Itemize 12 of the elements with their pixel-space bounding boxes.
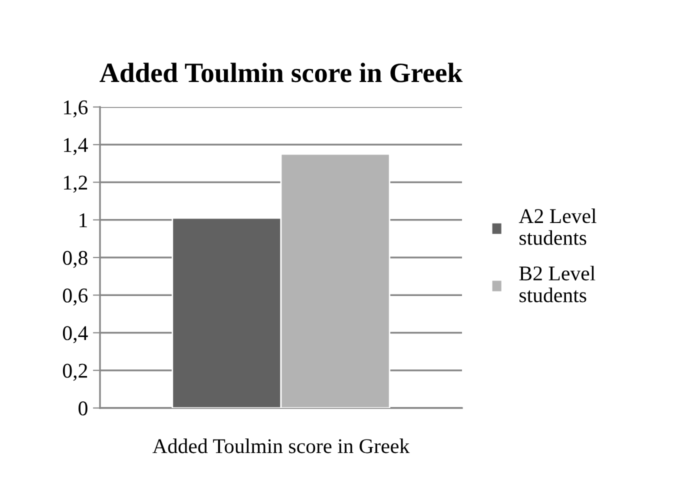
y-tick-label: 1,2 [64,176,88,193]
y-tick-label: 1,4 [64,138,88,156]
legend-label: B2 Level students [519,266,596,302]
y-tick-label: 0,4 [62,326,88,344]
text: Added Toulmin score in Greek [152,438,410,454]
legend-label: A2 Level students [518,208,596,245]
y-tick-label: 0,2 [62,364,88,381]
y-tick-label: 0,8 [62,250,88,268]
y-tick-label: 0 [78,401,88,416]
y-tick-label: 1 [80,213,87,228]
y-tick-label: 1,6 [64,100,88,118]
y-tick-label: 0,6 [62,288,88,306]
